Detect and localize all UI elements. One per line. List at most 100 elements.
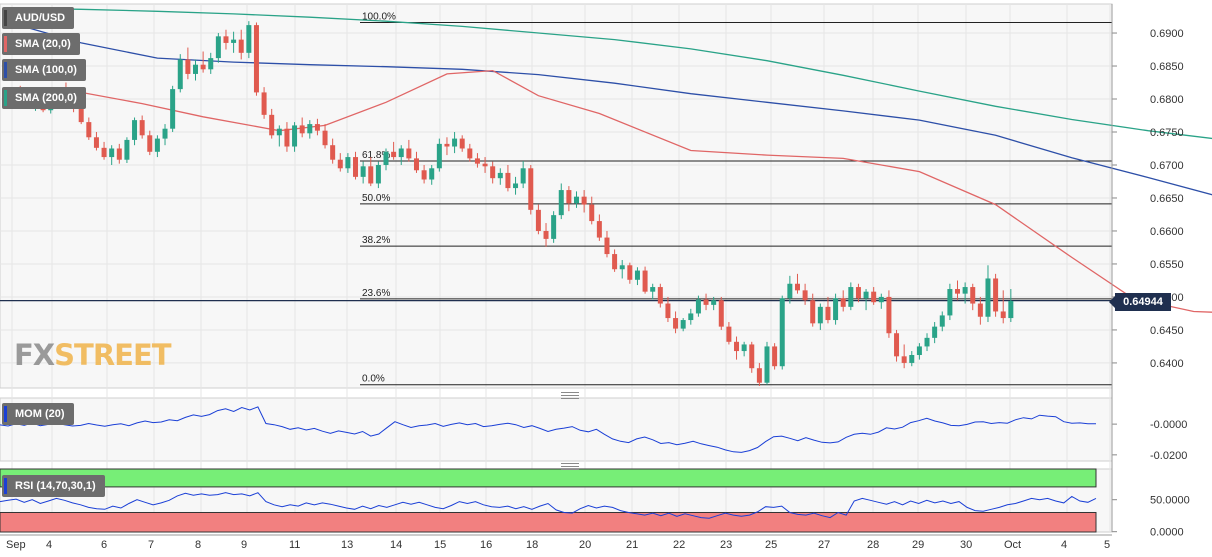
candle-body <box>177 59 183 90</box>
candle-body <box>375 164 381 184</box>
legend-mom[interactable]: MOM (20) <box>2 403 74 425</box>
sma200-label: SMA (200,0) <box>15 92 77 104</box>
candles <box>2 21 1014 387</box>
candle-body <box>993 278 999 312</box>
candle-body <box>261 92 267 115</box>
x-tick-label: 27 <box>818 539 830 551</box>
x-tick-label: 22 <box>673 539 685 551</box>
candle-body <box>429 168 435 180</box>
fibonacci-levels: 100.0% 61.8% 50.0% 38.2% 23.6% 0.0% <box>0 11 1112 386</box>
sma100-swatch <box>4 62 7 78</box>
candle-body <box>871 291 877 303</box>
legend-sma200[interactable]: SMA (200,0) <box>2 87 86 109</box>
candle-body <box>901 356 907 363</box>
x-tick-label: 14 <box>390 539 402 551</box>
candle-body <box>802 290 808 301</box>
candle-body <box>932 326 938 338</box>
y-tick-label: 0.6900 <box>1150 28 1184 40</box>
candle-body <box>535 209 541 231</box>
legend-rsi[interactable]: RSI (14,70,30,1) <box>2 475 105 497</box>
candle-body <box>116 148 122 160</box>
candle-body <box>276 128 282 136</box>
candle-body <box>825 306 831 321</box>
grid-lines <box>0 4 1112 532</box>
fib-level-label: 61.8% <box>362 150 390 161</box>
candle-body <box>909 355 915 363</box>
candle-body <box>627 265 633 280</box>
candle-body <box>391 151 397 158</box>
candle-body <box>642 270 648 292</box>
candle-body <box>383 151 389 165</box>
candle-body <box>330 145 336 160</box>
candle-body <box>596 221 602 238</box>
sma200-swatch <box>4 90 7 106</box>
candle-body <box>1000 311 1006 319</box>
last-price-tag: 0.64944 <box>1109 293 1171 311</box>
candle-body <box>246 25 252 53</box>
candle-body <box>345 157 351 169</box>
candle-body <box>360 166 366 177</box>
candle-body <box>939 315 945 327</box>
y-tick-label: 0.6600 <box>1150 226 1184 238</box>
candle-body <box>185 59 191 74</box>
candle-body <box>558 190 564 216</box>
candle-body <box>193 64 198 74</box>
candle-body <box>505 172 511 189</box>
x-tick-label: 11 <box>289 539 300 551</box>
y-tick-label: 0.6550 <box>1150 259 1184 271</box>
candle-body <box>520 168 526 184</box>
candle-body <box>894 333 900 357</box>
candle-body <box>1008 300 1014 319</box>
candle-body <box>139 120 145 136</box>
x-tick-label: 18 <box>526 539 538 551</box>
y-tick-label: 0.6450 <box>1150 325 1184 337</box>
rsi-line <box>0 492 1097 519</box>
candle-body <box>863 291 869 299</box>
candle-body <box>208 58 214 70</box>
candle-body <box>589 204 595 222</box>
legend-symbol[interactable]: AUD/USD <box>2 7 75 29</box>
candle-body <box>124 139 130 160</box>
candle-body <box>314 124 320 131</box>
candle-body <box>985 278 991 317</box>
x-tick-label: 8 <box>195 539 201 551</box>
candle-body <box>695 299 701 314</box>
candle-body <box>436 143 442 169</box>
fib-level-label: 0.0% <box>362 374 385 385</box>
panel-resize-handle-rsi[interactable] <box>561 463 579 470</box>
candle-body <box>916 346 922 356</box>
candle-body <box>299 125 305 134</box>
x-tick-label: 30 <box>960 539 972 551</box>
rsi-label: RSI (14,70,30,1) <box>15 480 96 492</box>
rsi-y-tick-label: 0.0000 <box>1150 527 1184 539</box>
candle-body <box>955 289 960 294</box>
momentum-panel <box>0 406 1096 453</box>
candle-body <box>162 128 168 139</box>
panel-main <box>0 3 1113 389</box>
candle-body <box>794 283 800 291</box>
x-tick-label: Sep <box>6 539 26 551</box>
mom-line <box>0 406 1096 453</box>
candle-body <box>231 39 237 43</box>
candle-body <box>238 39 244 53</box>
candle-body <box>634 270 640 280</box>
y-tick-label: 0.6650 <box>1150 193 1184 205</box>
sma200-line <box>4 7 1212 140</box>
candle-body <box>886 296 892 334</box>
candle-body <box>497 172 503 179</box>
panel-resize-handle-mom[interactable] <box>561 392 579 399</box>
legend-sma20[interactable]: SMA (20,0) <box>2 33 80 55</box>
candle-body <box>619 265 625 270</box>
candle-body <box>734 341 740 352</box>
candle-body <box>581 196 587 205</box>
legend-sma100[interactable]: SMA (100,0) <box>2 59 86 81</box>
candle-body <box>482 163 488 167</box>
sma100-line <box>4 20 1212 196</box>
candle-body <box>703 299 709 305</box>
fib-level-label: 50.0% <box>362 193 390 204</box>
candle-body <box>612 254 618 270</box>
candle-body <box>101 147 107 158</box>
candle-body <box>779 298 785 367</box>
